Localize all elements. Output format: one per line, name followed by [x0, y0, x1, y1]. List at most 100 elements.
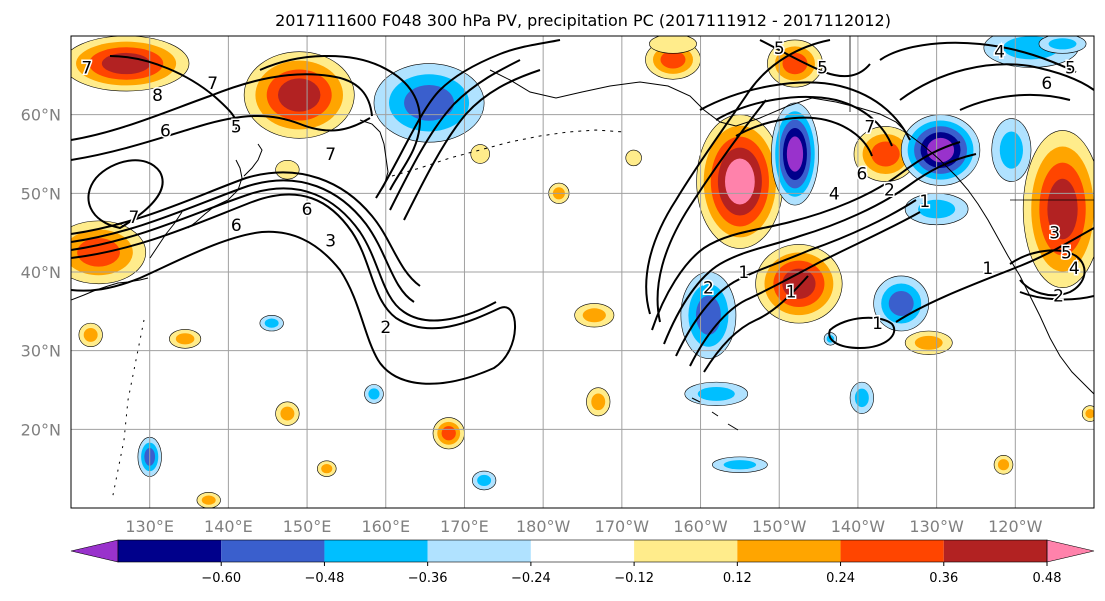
precip-positive-anomaly	[275, 159, 300, 180]
precip-positive-anomaly	[1085, 408, 1094, 419]
precip-negative-anomaly	[888, 290, 914, 316]
pv-contour	[735, 116, 873, 157]
precip-negative-anomaly	[697, 386, 735, 401]
longitude-label: 140°W	[831, 517, 886, 536]
pv-contour	[71, 187, 497, 322]
colorbar-tick-label: 0.12	[723, 571, 752, 586]
precip-positive-anomaly	[441, 426, 456, 441]
pv-contour-label: 1	[982, 259, 993, 279]
pv-contour	[71, 179, 415, 303]
pv-contour	[703, 275, 809, 373]
map-frame	[70, 35, 1095, 509]
precip-positive-anomaly	[1047, 178, 1078, 240]
longitude-label: 150°W	[752, 517, 807, 536]
precip-positive-anomaly	[77, 238, 120, 267]
pv-contour	[715, 95, 893, 147]
pv-contour	[959, 93, 1071, 111]
pv-contour	[651, 141, 961, 331]
pv-contours	[71, 39, 1094, 385]
pv-contour	[375, 39, 561, 199]
precip-positive-anomaly	[591, 393, 606, 411]
pv-contour	[109, 55, 238, 131]
colorbar-tick-label: −0.48	[305, 571, 345, 586]
pv-contour-label: 4	[994, 43, 1005, 63]
pv-contour-label: 6	[302, 200, 313, 220]
colorbar-segment	[118, 540, 222, 562]
pv-contour-label: 1	[919, 192, 930, 212]
colorbar-segment	[943, 540, 1047, 562]
pv-contour-label: 5	[817, 58, 828, 78]
longitude-label: 130°E	[125, 517, 174, 536]
precip-positive-anomaly	[660, 50, 686, 69]
colorbar-outline	[117, 539, 1048, 563]
pv-contour	[689, 211, 921, 367]
pv-contour-label: 1	[786, 283, 797, 303]
pv-contour-label: 3	[1049, 224, 1060, 244]
pv-contour	[1019, 291, 1094, 301]
coastline-hawaii	[691, 397, 739, 431]
precip-positive-anomaly	[649, 36, 697, 54]
colorbar-extend-low	[70, 539, 119, 563]
colorbar-tick-label: −0.24	[511, 571, 551, 586]
pv-contour-label: 5	[774, 39, 785, 59]
precip-positive-anomaly	[914, 335, 943, 350]
precip-positive-anomaly	[871, 141, 900, 167]
pv-contour	[675, 199, 917, 357]
pv-contour	[71, 171, 421, 287]
precip-negative-anomaly	[368, 388, 380, 400]
pv-contour	[899, 63, 1094, 101]
longitude-tick-labels: 130°E 140°E 150°E 160°E 170°E 180°W 170°W 160°W…	[125, 517, 1042, 536]
pv-contour	[389, 59, 521, 211]
pv-contour	[87, 159, 164, 230]
precip-negative-anomaly	[854, 388, 869, 408]
latitude-label: 50°N	[21, 184, 61, 203]
pv-contour-label: 5	[1061, 243, 1072, 263]
pv-contour-label: 6	[856, 165, 867, 185]
pv-contour-label: 4	[1069, 259, 1080, 279]
pv-contour-label: 1	[738, 263, 749, 283]
precip-positive-anomaly	[625, 149, 642, 167]
precip-positive-anomaly	[997, 459, 1010, 471]
precip-positive-anomaly	[280, 406, 295, 421]
precip-positive-anomaly	[278, 78, 321, 112]
longitude-label: 150°E	[283, 517, 332, 536]
pv-contour	[895, 227, 1094, 323]
pv-contour	[259, 55, 422, 191]
pv-contour-label: 6	[160, 121, 171, 141]
pv-contour-label: 2	[703, 279, 714, 299]
precip-positive-anomaly	[321, 464, 333, 474]
pv-contour	[699, 81, 911, 141]
longitude-label: 140°E	[204, 517, 253, 536]
longitude-label: 170°E	[440, 517, 489, 536]
colorbar-segment	[634, 540, 738, 562]
pv-contour-label: 8	[152, 86, 163, 106]
precip-negative-anomaly	[1048, 38, 1077, 50]
pv-contour	[828, 316, 896, 350]
pv-contour-label: 1	[872, 314, 883, 334]
coastline-north-america-west	[907, 133, 1094, 395]
pv-contour-label: 7	[129, 208, 140, 228]
pv-contour-label: 7	[207, 74, 218, 94]
pv-contour-label: 6	[1041, 74, 1052, 94]
pv-contour-label: 7	[864, 117, 875, 137]
colorbar-segment	[221, 540, 325, 562]
pv-contour	[663, 153, 977, 345]
pv-contour-label: 7	[325, 145, 336, 165]
precip-positive-anomaly	[83, 327, 98, 342]
colorbar-segment	[840, 540, 944, 562]
pv-contour	[403, 69, 541, 221]
latitude-label: 20°N	[21, 420, 61, 439]
colorbar-segment	[530, 540, 635, 562]
colorbar-tick-label: 0.36	[929, 571, 958, 586]
precip-negative-anomaly	[723, 460, 757, 470]
precip-negative-anomaly	[477, 474, 492, 487]
precip-positive-anomaly	[201, 495, 216, 505]
pv-contour	[71, 73, 373, 141]
figure-title: 2017111600 F048 300 hPa PV, precipitatio…	[275, 11, 891, 30]
precip-positive-anomaly	[175, 333, 195, 345]
colorbar-tick-label: −0.60	[201, 571, 241, 586]
coastline-korea-china	[71, 211, 183, 301]
pv-contour	[759, 39, 871, 78]
